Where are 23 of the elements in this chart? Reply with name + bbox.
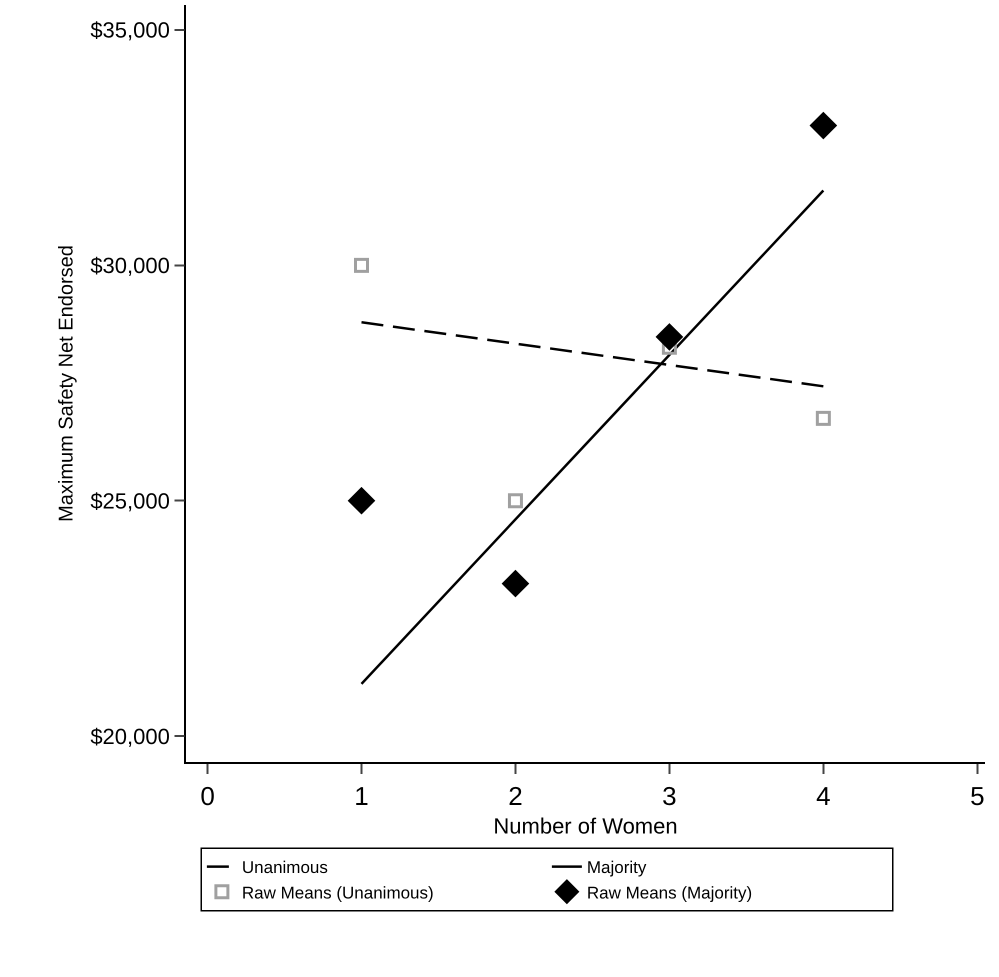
point	[656, 324, 683, 350]
point	[348, 488, 375, 514]
legend-label: Unanimous	[242, 858, 328, 878]
point	[810, 112, 837, 139]
x-tick-label: 1	[354, 780, 369, 811]
legend-label: Raw Means (Majority)	[586, 883, 752, 902]
x-tick-label: 5	[970, 780, 985, 811]
point	[502, 570, 529, 597]
y-tick-label: $25,000	[90, 488, 170, 514]
point	[354, 258, 369, 273]
y-axis-title: Maximum Safety Net Endorsed	[55, 245, 78, 522]
x-tick-label: 4	[816, 780, 831, 811]
x-tick-label: 3	[662, 780, 677, 811]
point	[508, 493, 523, 508]
x-tick-label: 0	[200, 780, 215, 811]
y-tick-label: $35,000	[90, 18, 170, 43]
legend-label: Raw Means (Unanimous)	[242, 883, 434, 902]
x-tick-label: 2	[508, 780, 523, 811]
point	[816, 410, 831, 426]
x-axis-title: Number of Women	[493, 813, 678, 838]
y-tick-label: $20,000	[90, 724, 170, 749]
legend-label: Majority	[586, 858, 647, 878]
y-tick-label: $30,000	[90, 253, 170, 278]
